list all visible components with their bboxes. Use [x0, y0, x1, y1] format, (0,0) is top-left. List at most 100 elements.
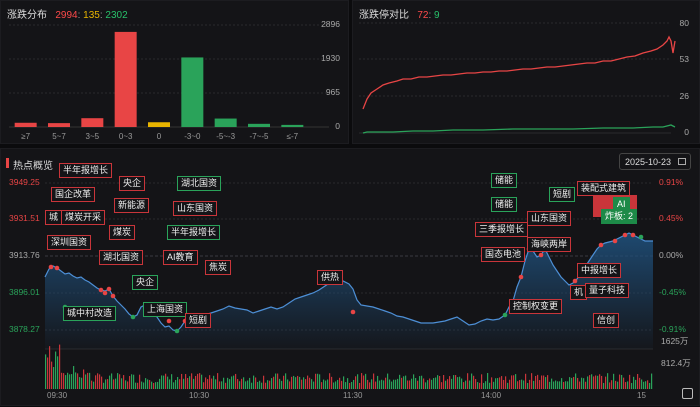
tag-12[interactable]: 湖北国资	[177, 176, 222, 191]
hot-title-marker	[6, 158, 9, 168]
limit-title: 涨跌停对比	[359, 10, 409, 21]
time-tick-1: 10:30	[189, 391, 210, 400]
index-line	[44, 232, 653, 332]
time-tick-3: 14:00	[481, 391, 502, 400]
limit-ytick-0: 80	[679, 18, 689, 28]
tag-0[interactable]: 半年报增长	[59, 163, 113, 178]
tag-21[interactable]: 短剧	[549, 187, 576, 202]
tag-15[interactable]: AI教育	[163, 250, 198, 265]
dist-ytick-0: 2896	[321, 19, 340, 29]
dist-bar-8	[281, 124, 304, 127]
dist-bar-label-4: 0	[157, 132, 162, 141]
limit-title-row: 涨跌停对比 72: 9	[359, 10, 440, 21]
calendar-icon	[678, 158, 686, 165]
tag-18[interactable]: 供热	[317, 270, 344, 285]
tag-4[interactable]: 煤炭开采	[61, 210, 106, 225]
dist-bar-5	[181, 57, 204, 127]
limit-chart	[359, 22, 676, 134]
flat-count: 135	[83, 10, 100, 21]
dist-bar-6	[214, 118, 237, 127]
tag-11[interactable]: 上海国资	[143, 302, 188, 317]
tag-25[interactable]: 国态电池	[481, 247, 526, 262]
dist-bar-label-6: -5~-3	[216, 132, 235, 141]
tag-22[interactable]: 装配式建筑	[577, 181, 631, 196]
dist-bar-label-1: 5~7	[52, 132, 66, 141]
tag-31[interactable]: 信创	[593, 313, 620, 328]
limit-down-count: 9	[434, 10, 440, 21]
tag-13[interactable]: 山东国资	[173, 201, 218, 216]
tag-9[interactable]: 城中村改造	[63, 306, 117, 321]
limit-down-line	[362, 124, 676, 134]
distribution-title-row: 涨跌分布 2994: 135: 2302	[7, 10, 128, 21]
limit-ytick-3: 0	[684, 127, 689, 137]
dist-bar-label-0: ≥7	[21, 132, 30, 141]
dist-bar-label-5: -3~0	[184, 132, 201, 141]
tag-19[interactable]: 储能	[491, 173, 518, 188]
date-value: 2025-10-23	[625, 157, 672, 167]
down-count: 2302	[105, 10, 128, 21]
dist-bar-label-2: 3~5	[86, 132, 100, 141]
pct-ytick-4: -0.91%	[659, 324, 686, 334]
hot-panel: 热点概览 2025-10-23	[0, 148, 700, 406]
index-ytick-3: 3896.01	[9, 287, 40, 297]
tag-16[interactable]: 焦炭	[205, 260, 232, 275]
logo-icon	[682, 388, 693, 399]
limit-ytick-2: 26	[679, 91, 689, 101]
distribution-panel: 涨跌分布 2994: 135: 2302 ≥7 5~7 3~5 0~3 0 -3~0 -5~…	[0, 0, 349, 144]
dist-ytick-2: 965	[325, 87, 340, 97]
tag-27[interactable]: 控制权变更	[509, 299, 563, 314]
date-picker[interactable]: 2025-10-23	[619, 153, 691, 170]
tag-2[interactable]: 央企	[119, 176, 146, 191]
tag-26[interactable]: 海峡两岸	[527, 237, 572, 252]
pct-ytick-0: 0.91%	[659, 177, 684, 187]
distribution-chart: ≥7 5~7 3~5 0~3 0 -3~0 -5~-3 -7~-5 ≤-7	[9, 24, 329, 141]
tag-10[interactable]: 央企	[132, 275, 159, 290]
dist-ytick-3: 0	[335, 121, 340, 131]
tag-24[interactable]: 山东国资	[527, 211, 572, 226]
tag-28[interactable]: 中报增长	[577, 263, 622, 278]
vol-ytick-1: 812.4万	[661, 358, 691, 368]
time-tick-4: 15	[637, 391, 646, 400]
tag-17[interactable]: 短剧	[185, 313, 212, 328]
dist-bar-7	[248, 123, 270, 127]
tag-14[interactable]: 半年报增长	[167, 225, 221, 240]
dist-bar-0	[14, 122, 37, 127]
dist-bar-label-7: -7~-5	[250, 132, 269, 141]
vol-ytick-0: 1625万	[661, 336, 689, 346]
dist-bar-label-8: ≤-7	[287, 132, 299, 141]
dist-bar-3	[114, 31, 137, 128]
time-tick-0: 09:30	[47, 391, 68, 400]
volume-bars	[45, 344, 653, 389]
dist-bar-1	[48, 123, 70, 127]
tag-6[interactable]: 煤炭	[109, 225, 136, 240]
dist-bar-4	[148, 122, 170, 127]
watermark-logo	[682, 388, 693, 401]
tag-1[interactable]: 国企改革	[51, 187, 96, 202]
limit-panel: 涨跌停对比 72: 9 80 53 26 0	[352, 0, 700, 144]
limit-up-line	[362, 35, 676, 110]
tag-20[interactable]: 储能	[491, 197, 518, 212]
limit-up-count: 72	[417, 10, 429, 21]
tag-8[interactable]: 湖北国资	[99, 250, 144, 265]
up-count: 2994	[55, 10, 78, 21]
distribution-title: 涨跌分布	[7, 10, 47, 21]
tag-7[interactable]: 深圳国资	[47, 235, 92, 250]
index-ytick-4: 3878.27	[9, 324, 40, 334]
pct-ytick-1: 0.45%	[659, 213, 684, 223]
pct-ytick-2: 0.00%	[659, 250, 684, 260]
tag-23[interactable]: 三季报增长	[475, 222, 529, 237]
index-ytick-2: 3913.76	[9, 250, 40, 260]
dist-bar-label-3: 0~3	[119, 132, 133, 141]
index-ytick-1: 3931.51	[9, 213, 40, 223]
limit-ytick-1: 53	[679, 54, 689, 64]
pct-ytick-3: -0.45%	[659, 287, 686, 297]
tag-3[interactable]: 城	[45, 210, 63, 225]
index-ytick-0: 3949.25	[9, 177, 40, 187]
tag-5[interactable]: 新能源	[114, 198, 150, 213]
tag-33[interactable]: 炸板: 2	[601, 209, 638, 224]
hot-title: 热点概览	[13, 161, 53, 172]
dist-bar-2	[81, 118, 104, 127]
time-tick-2: 11:30	[343, 391, 363, 400]
tag-30[interactable]: 量子科技	[585, 283, 630, 298]
dist-ytick-1: 1930	[321, 53, 340, 63]
